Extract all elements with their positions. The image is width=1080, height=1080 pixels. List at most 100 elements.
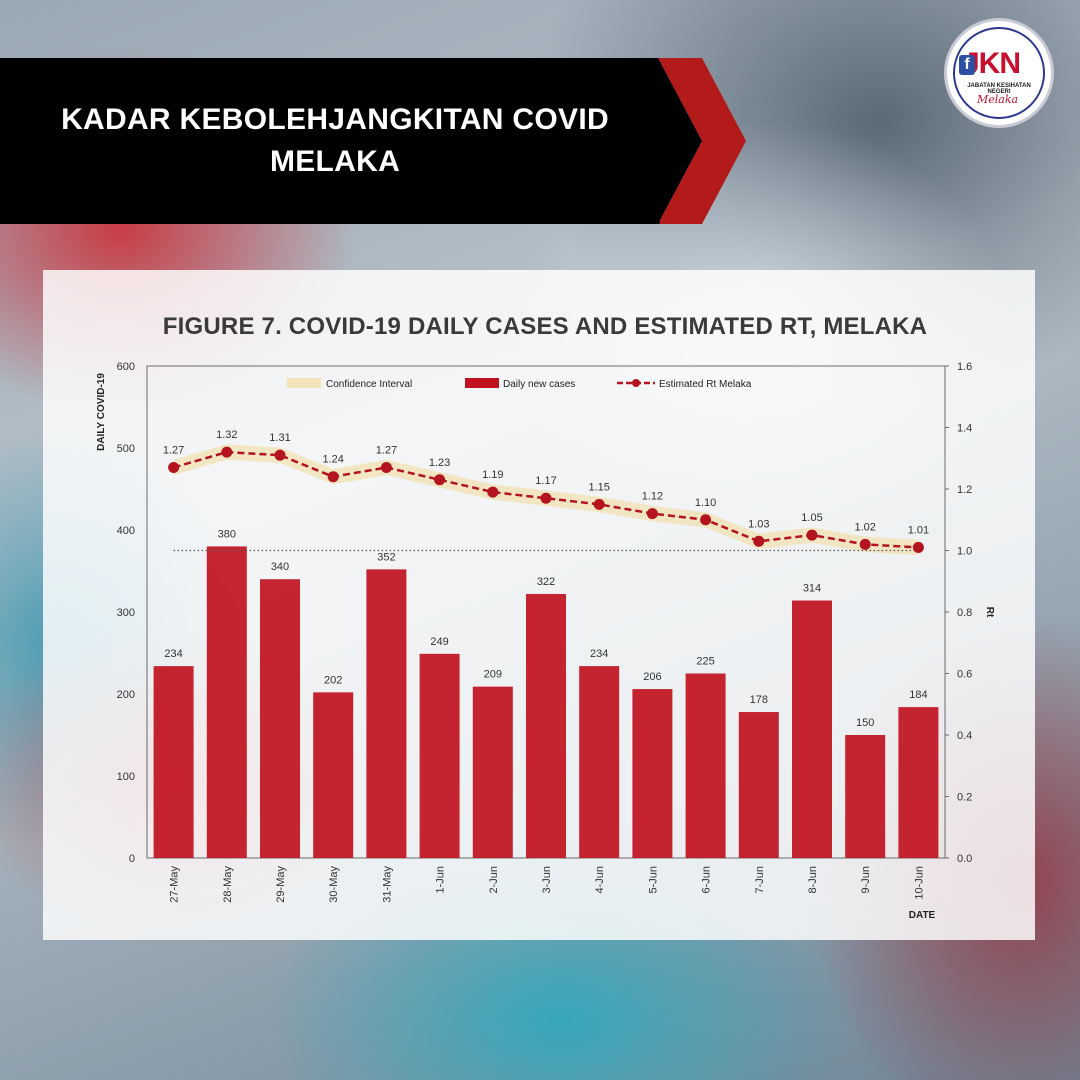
y-tick-label: 400 (117, 525, 135, 537)
y2-tick-label: 1.2 (957, 484, 972, 496)
y-tick-label: 100 (117, 771, 135, 783)
x-tick-label: 2-Jun (488, 866, 500, 894)
x-tick-label: 5-Jun (647, 866, 659, 894)
bar (579, 666, 620, 858)
bar (260, 579, 300, 858)
y-tick-label: 200 (117, 689, 135, 701)
legend-label-rt: Estimated Rt Melaka (659, 379, 752, 390)
y2-tick-label: 0.6 (957, 669, 972, 681)
rt-value-label: 1.12 (642, 491, 663, 503)
x-tick-label: 8-Jun (807, 866, 819, 894)
y2-axis-title: Rt (984, 607, 995, 618)
bar (526, 593, 566, 858)
banner-title-line2: MELAKA (269, 145, 401, 178)
rt-point (912, 541, 924, 553)
y2-tick-label: 0.2 (957, 792, 972, 804)
rt-value-label: 1.17 (535, 475, 556, 487)
rt-value-label: 1.27 (163, 444, 184, 456)
x-tick-label: 31-May (381, 866, 393, 903)
rt-value-label: 1.23 (429, 457, 450, 469)
bar (419, 653, 460, 858)
bar-value-label: 225 (696, 656, 714, 668)
y-tick-label: 300 (117, 607, 135, 619)
x-tick-label: 29-May (275, 866, 287, 903)
x-tick-label: 7-Jun (754, 866, 766, 894)
rt-value-label: 1.15 (588, 481, 609, 493)
rt-value-label: 1.02 (854, 521, 875, 533)
bar (738, 712, 779, 858)
rt-point (327, 471, 339, 483)
bar-value-label: 150 (856, 717, 874, 729)
rt-point (380, 461, 392, 473)
x-tick-label: 9-Jun (860, 866, 872, 894)
bar (153, 666, 194, 858)
y2-tick-label: 1.4 (957, 423, 972, 435)
bar-value-label: 209 (484, 669, 502, 681)
x-axis-title: DATE (909, 910, 936, 921)
y2-tick-label: 0.8 (957, 607, 972, 619)
bar-value-label: 322 (537, 576, 555, 588)
bar-value-label: 352 (377, 551, 395, 563)
x-tick-label: 28-May (222, 866, 234, 903)
rt-point (221, 446, 233, 458)
rt-value-label: 1.01 (908, 524, 929, 536)
rt-point (487, 486, 499, 498)
rt-value-label: 1.27 (376, 444, 397, 456)
y-tick-label: 600 (117, 361, 135, 373)
y-tick-label: 0 (129, 853, 135, 865)
x-tick-label: 6-Jun (701, 866, 713, 894)
legend-swatch-ci (287, 378, 321, 388)
chart-legend: Confidence Interval Daily new cases Esti… (287, 378, 752, 390)
logo-script: Melaka (977, 93, 1019, 106)
x-tick-label: 27-May (169, 866, 181, 903)
bar-value-label: 380 (218, 528, 236, 540)
rt-value-label: 1.31 (269, 432, 290, 444)
bar (313, 692, 354, 858)
y-tick-label: 500 (117, 443, 135, 455)
rt-point (806, 529, 818, 541)
bar-value-label: 234 (590, 648, 608, 660)
rt-point (434, 474, 446, 486)
legend-swatch-bars (465, 378, 499, 388)
rt-point (646, 508, 658, 520)
y2-tick-label: 0.4 (957, 730, 972, 742)
bar-value-label: 249 (430, 636, 448, 648)
rt-point (540, 492, 552, 504)
bar (898, 707, 939, 858)
banner-title: KADAR KEBOLEHJANGKITAN COVID MELAKA (0, 58, 670, 224)
title-banner (0, 58, 660, 224)
bar-value-label: 314 (803, 583, 821, 595)
legend-label-ci: Confidence Interval (326, 379, 412, 390)
x-tick-label: 30-May (328, 866, 340, 903)
rt-point (168, 461, 180, 473)
bar-value-label: 234 (164, 648, 182, 660)
y2-tick-label: 1.0 (957, 546, 972, 558)
bar (472, 686, 513, 858)
bar (792, 600, 832, 858)
rt-value-label: 1.19 (482, 469, 503, 481)
bar (845, 735, 886, 858)
y2-tick-label: 0.0 (957, 853, 972, 865)
rt-value-label: 1.24 (322, 454, 343, 466)
rt-point (753, 535, 765, 547)
jkn-logo: JKN f JABATAN KESIHATAN NEGERI Melaka (944, 18, 1054, 128)
rt-point (859, 538, 871, 550)
y2-tick-label: 1.6 (957, 361, 972, 373)
bar (206, 546, 247, 858)
chart-title: FIGURE 7. COVID-19 DAILY CASES AND ESTIM… (162, 313, 928, 340)
logo-subtitle: JABATAN KESIHATAN NEGERI (967, 83, 1031, 95)
banner-title-line1: KADAR KEBOLEHJANGKITAN COVID (61, 103, 609, 136)
rt-value-label: 1.03 (748, 518, 769, 530)
rt-value-label: 1.05 (801, 512, 822, 524)
banner-arrow-decoration (640, 58, 746, 224)
x-tick-label: 3-Jun (541, 866, 553, 894)
x-tick-label: 10-Jun (913, 866, 925, 900)
y-axis-title: DAILY COVID-19 (96, 373, 107, 451)
bar-value-label: 340 (271, 561, 289, 573)
bar (685, 673, 726, 858)
bar (632, 689, 673, 858)
rt-line (173, 450, 919, 549)
rt-value-label: 1.32 (216, 429, 237, 441)
bar-value-label: 184 (909, 689, 927, 701)
